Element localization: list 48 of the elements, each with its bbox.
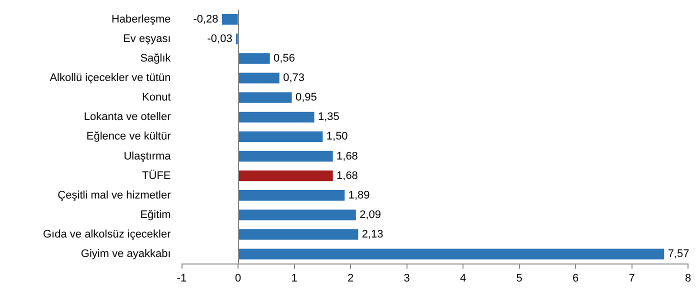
bar [238,248,664,260]
x-tick-label: 4 [460,272,466,284]
data-label: 2,13 [362,228,384,240]
y-tick-label: Lokanta ve oteller [84,111,172,124]
data-label: 2,09 [360,208,382,221]
y-tick-label: Haberleşme [111,13,171,26]
y-tick-label: Konut [142,92,171,104]
y-tick-label: Eğlence ve kültür [86,130,172,143]
data-label: 1,68 [336,170,358,182]
x-tick-label: 5 [516,272,522,284]
y-tick-label: Gıda ve alkolsüz içecekler [42,228,172,240]
bar [238,53,270,64]
x-tick-label: 8 [684,272,692,284]
bar [238,72,280,84]
bar [238,170,333,182]
data-label: 1,35 [318,111,340,124]
data-label: -0,03 [207,32,232,45]
bar [238,190,345,201]
data-label: 7,57 [668,248,690,260]
x-tick-label: 2 [347,272,354,284]
data-label: 1,68 [336,150,358,162]
x-tick-label: 1 [291,272,298,284]
bar [238,131,323,142]
y-tick-label: Çeşitli mal ve hizmetler [58,189,172,202]
x-tick-label: -1 [176,272,187,284]
data-label: 1,50 [326,130,348,143]
y-tick-label: Eğitim [140,208,171,221]
x-tick-label: 7 [628,272,635,284]
y-tick-label: Ev eşyası [123,32,171,45]
y-tick-label: TÜFE [142,168,171,182]
bar [222,14,238,25]
x-tick-label: 3 [404,272,410,284]
y-tick-label: Ulaştırma [124,150,172,162]
y-tick-label: Sağlık [140,52,172,65]
data-label: 0,56 [274,52,295,65]
bar [238,229,358,240]
data-label: 0,95 [295,92,317,104]
data-label: -0,28 [193,13,218,26]
data-label: 0,73 [283,72,305,84]
x-tick-label: 0 [234,272,242,284]
bar [238,112,314,122]
y-tick-label: Giyim ve ayakkabı [80,248,171,260]
bar [238,150,333,162]
data-label: 1,89 [348,189,370,202]
y-tick-label: Alkollü içecekler ve tütün [50,72,171,84]
bar [238,92,292,103]
bar [238,210,356,220]
x-tick-label: 6 [572,272,579,284]
